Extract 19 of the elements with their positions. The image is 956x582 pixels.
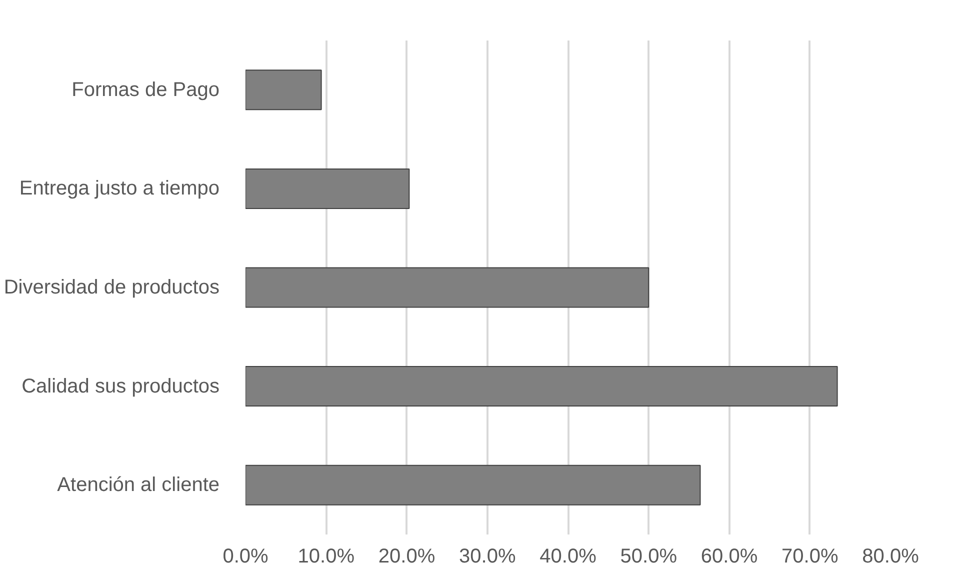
x-tick-label: 40.0%: [540, 546, 597, 568]
y-tick-label: Formas de Pago: [72, 78, 220, 101]
bar: [246, 70, 322, 110]
x-tick-label: 30.0%: [459, 546, 516, 568]
x-tick-label: 60.0%: [700, 546, 758, 568]
bar: [246, 267, 650, 308]
y-tick-label: Atención al cliente: [57, 474, 220, 496]
y-tick-label: Entrega justo a tiempo: [19, 178, 220, 200]
x-tick-label: 80.0%: [862, 546, 920, 568]
bar: [246, 464, 701, 506]
y-tick-label: Diversidad de productos: [4, 276, 220, 298]
x-tick-label: 70.0%: [782, 546, 838, 568]
x-tick-label: 0.0%: [222, 546, 269, 568]
x-tick-label: 10.0%: [298, 546, 355, 568]
bar: [246, 366, 838, 407]
x-tick-label: 20.0%: [378, 546, 436, 568]
y-tick-label: Calidad sus productos: [22, 375, 220, 398]
bar: [246, 168, 410, 209]
x-tick-label: 50.0%: [620, 546, 678, 568]
